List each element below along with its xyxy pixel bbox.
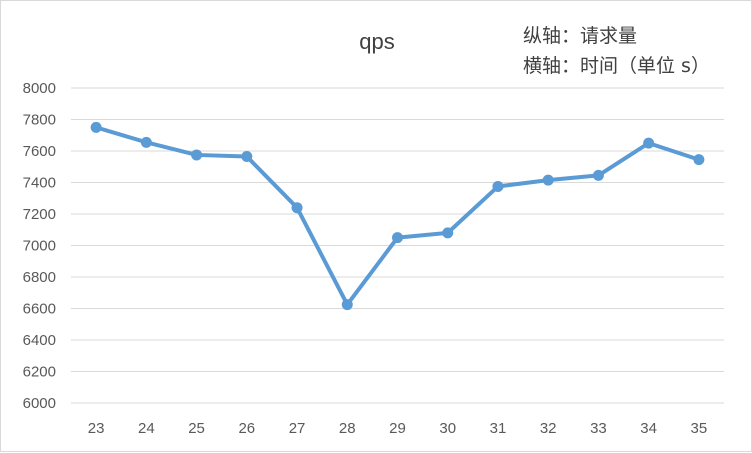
y-tick-label: 8000 <box>23 80 56 97</box>
y-tick-label: 7400 <box>23 175 56 192</box>
data-point <box>442 227 454 239</box>
data-point <box>542 174 554 186</box>
x-tick-label: 24 <box>138 420 155 437</box>
data-point <box>643 137 655 149</box>
y-tick-label: 6800 <box>23 269 56 286</box>
chart-title: qps <box>359 29 395 54</box>
data-point <box>592 169 604 181</box>
y-tick-label: 7200 <box>23 206 56 223</box>
x-tick-label: 31 <box>490 420 507 437</box>
data-point <box>492 180 504 192</box>
x-tick-label: 32 <box>540 420 557 437</box>
x-tick-label: 25 <box>188 420 205 437</box>
x-tick-label: 33 <box>590 420 607 437</box>
y-tick-label: 6600 <box>23 301 56 318</box>
data-point <box>140 136 152 148</box>
series-line <box>94 125 701 307</box>
x-axis-note: 横轴：时间（单位 s） <box>523 55 710 77</box>
x-tick-label: 23 <box>88 420 105 437</box>
y-tick-label: 7800 <box>23 112 56 129</box>
x-tick-label: 35 <box>691 420 708 437</box>
x-tick-label: 27 <box>289 420 306 437</box>
y-tick-label: 6200 <box>23 364 56 381</box>
data-point <box>90 121 102 133</box>
data-point <box>341 299 353 311</box>
x-tick-label: 29 <box>389 420 406 437</box>
data-point <box>241 151 253 163</box>
y-tick-label: 7000 <box>23 238 56 255</box>
x-tick-label: 28 <box>339 420 356 437</box>
x-tick-label: 26 <box>238 420 255 437</box>
data-point <box>693 154 705 166</box>
y-axis-note: 纵轴：请求量 <box>523 25 638 47</box>
y-tick-label: 6000 <box>23 395 56 412</box>
y-tick-label: 7600 <box>23 143 56 160</box>
data-point <box>392 232 403 244</box>
x-tick-label: 30 <box>439 420 456 437</box>
x-tick-label: 34 <box>640 420 657 437</box>
data-point <box>291 202 303 214</box>
data-point <box>191 149 203 161</box>
y-tick-label: 6400 <box>23 332 56 349</box>
